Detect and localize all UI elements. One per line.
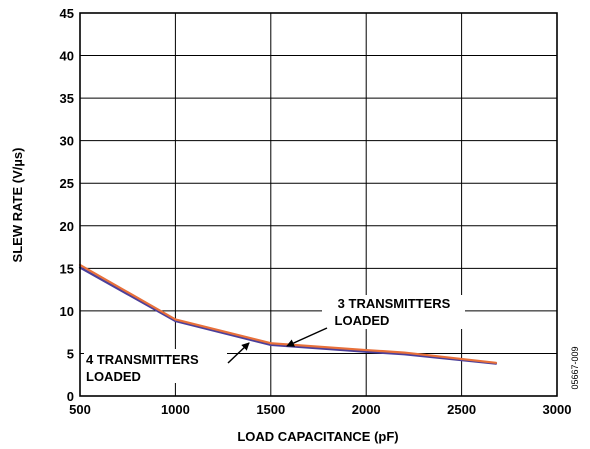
figure-code: 05667-009 xyxy=(570,346,580,389)
x-axis-title: LOAD CAPACITANCE (pF) xyxy=(237,429,398,444)
annotation-3-tx-arrow xyxy=(286,327,328,347)
y-tick-label: 0 xyxy=(67,389,74,404)
y-tick-label: 45 xyxy=(60,6,74,21)
annotation-4-tx-arrow xyxy=(227,342,250,364)
x-tick-label: 2000 xyxy=(352,402,381,417)
annotation-4-tx-line2: LOADED xyxy=(86,369,141,384)
y-tick-label: 10 xyxy=(60,304,74,319)
series-line xyxy=(78,263,498,364)
x-tick-label: 2500 xyxy=(447,402,476,417)
x-tick-label: 500 xyxy=(69,402,91,417)
annotation-3-tx-line2: LOADED xyxy=(335,313,390,328)
annotation-3-tx-bg xyxy=(322,295,465,329)
series-lines xyxy=(78,263,498,365)
annotation-4-tx-bg xyxy=(84,349,227,383)
annotation-4-tx-line1: 4 TRANSMITTERS xyxy=(86,352,199,367)
y-tick-label: 25 xyxy=(60,176,74,191)
y-tick-label: 20 xyxy=(60,219,74,234)
y-tick-label: 40 xyxy=(60,49,74,64)
series-line xyxy=(78,266,498,365)
y-tick-label: 30 xyxy=(60,134,74,149)
y-tick-label: 15 xyxy=(60,261,74,276)
grid xyxy=(79,12,558,397)
x-tick-label: 3000 xyxy=(543,402,572,417)
annotation-3-tx-line1: 3 TRANSMITTERS xyxy=(338,296,451,311)
x-tick-labels: 500 1000 1500 2000 2500 3000 xyxy=(69,402,571,417)
y-tick-labels: 0 5 10 15 20 25 30 35 40 45 xyxy=(60,6,74,404)
y-tick-label: 5 xyxy=(67,346,74,361)
plot-frame xyxy=(79,12,558,397)
x-tick-label: 1500 xyxy=(256,402,285,417)
x-tick-label: 1000 xyxy=(161,402,190,417)
y-tick-label: 35 xyxy=(60,91,74,106)
y-axis-title: SLEW RATE (V/µs) xyxy=(10,148,25,263)
